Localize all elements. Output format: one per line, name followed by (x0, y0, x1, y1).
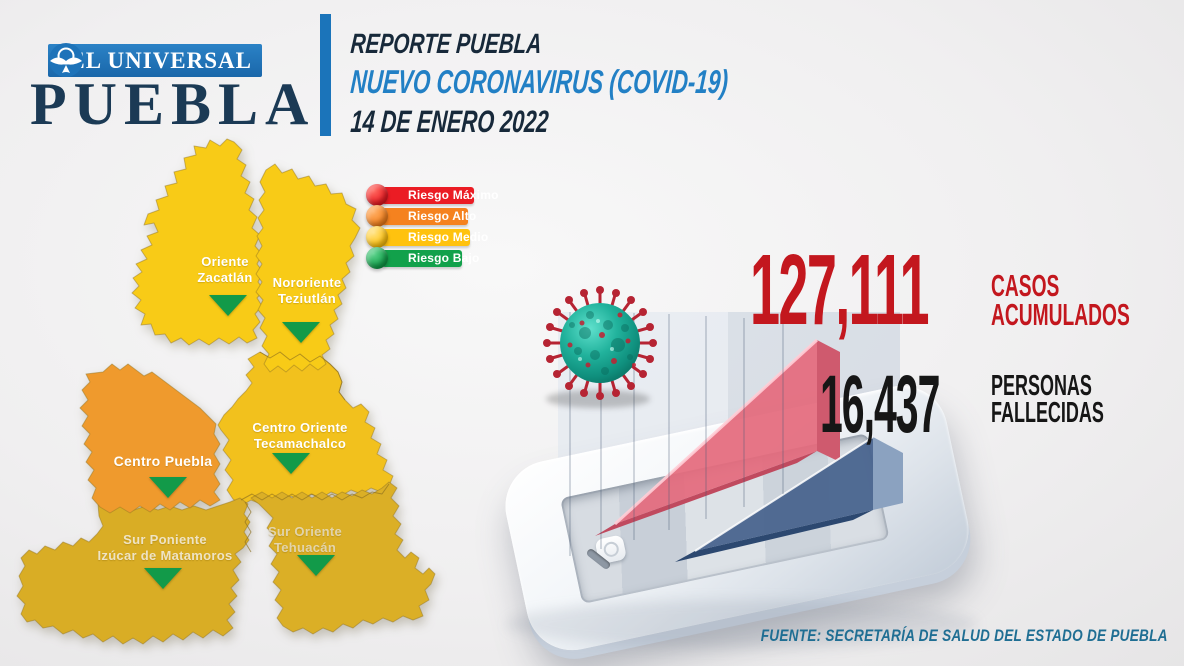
region-sur-oriente-tehuacan (250, 481, 436, 635)
legend-dot-medio-icon (366, 226, 388, 248)
trend-down-icon (297, 555, 335, 576)
trend-down-icon (149, 477, 187, 498)
trend-down-icon (272, 453, 310, 474)
trend-down-icon (209, 295, 247, 316)
report-header: REPORTE PUEBLA NUEVO CORONAVIRUS (COVID-… (349, 28, 907, 140)
region-label-nororiente-teziutlan: Nororiente Teziutlán (272, 275, 342, 306)
header-accent-bar (320, 14, 331, 136)
legend-label: Riesgo Medio (382, 229, 488, 246)
region-label-sur-poniente-izucar: Sur Poniente Izúcar de Matamoros (97, 532, 233, 563)
region-label-centro-puebla: Centro Puebla (113, 453, 213, 469)
trend-down-icon (282, 322, 320, 343)
deaths-label: PERSONAS FALLECIDAS (991, 370, 1104, 429)
border-centro-oriente-sur-oriente (240, 483, 390, 501)
trend-down-icon (144, 568, 182, 589)
eagle-emblem-icon (49, 43, 83, 77)
source-credit: FUENTE: SECRETARÍA DE SALUD DEL ESTADO D… (761, 626, 1168, 645)
border-sur-poniente-sur-oriente (244, 501, 252, 553)
region-centro-puebla (79, 363, 221, 514)
region-label-sur-oriente-tehuacan: Sur Oriente Tehuacán (267, 524, 343, 555)
report-date: 14 DE ENERO 2022 (349, 104, 550, 139)
tablet-floor-shadow (507, 600, 977, 648)
deaths-value: 16,437 (820, 359, 940, 450)
region-label-centro-oriente-tecamachalco: Centro Oriente Tecamachalco (252, 420, 348, 451)
region-sur-poniente-izucar (16, 497, 251, 645)
legend-label: Riesgo Alto (382, 208, 476, 225)
masthead-region-text: PUEBLA (30, 71, 316, 137)
cases-label: CASOS ACUMULADOS (991, 268, 1130, 332)
chart-triangle-blue (675, 436, 903, 562)
legend-label: Riesgo Bajo (382, 250, 479, 267)
border-north-centro-oriente (259, 351, 346, 401)
cases-value: 127,111 (750, 234, 930, 346)
chart-triangle-pink (595, 338, 840, 536)
legend-dot-bajo-icon (366, 247, 388, 269)
legend-dot-alto-icon (366, 205, 388, 227)
puebla-risk-map (16, 138, 436, 645)
region-label-oriente-zacatlan: Oriente Zacatlán (197, 254, 253, 285)
report-subtitle: NUEVO CORONAVIRUS (COVID-19) (349, 63, 730, 100)
legend-label: Riesgo Máximo (382, 187, 498, 204)
legend-dot-maximo-icon (366, 184, 388, 206)
masthead-logo-text: EL UNIVERSAL (69, 47, 252, 73)
report-title: REPORTE PUEBLA (349, 28, 543, 59)
masthead-bar: EL UNIVERSAL (48, 44, 262, 77)
